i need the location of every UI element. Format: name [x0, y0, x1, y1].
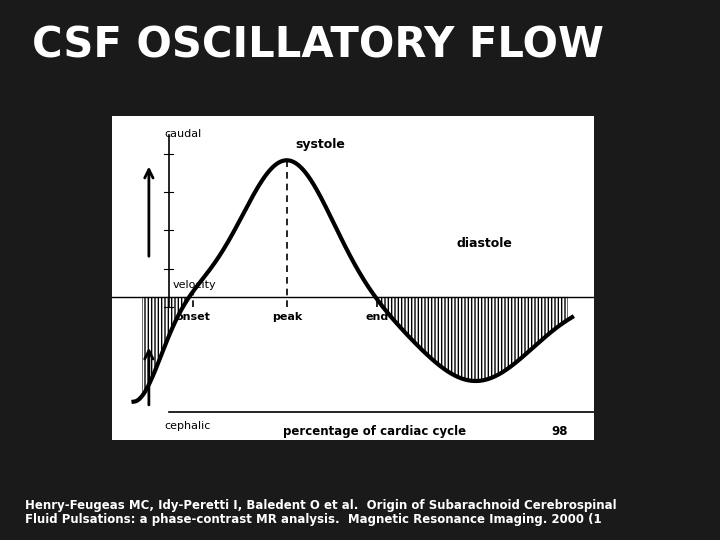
- Text: percentage of cardiac cycle: percentage of cardiac cycle: [283, 425, 467, 438]
- Text: systole: systole: [296, 138, 346, 151]
- Text: velocity: velocity: [173, 280, 217, 289]
- Text: CSF OSCILLATORY FLOW: CSF OSCILLATORY FLOW: [32, 24, 604, 66]
- Text: end: end: [365, 313, 389, 322]
- Text: peak: peak: [272, 313, 302, 322]
- Text: cephalic: cephalic: [164, 421, 211, 431]
- Text: onset: onset: [175, 313, 210, 322]
- Text: Henry-Feugeas MC, Idy-Peretti I, Baledent O et al.  Origin of Subarachnoid Cereb: Henry-Feugeas MC, Idy-Peretti I, Baleden…: [25, 498, 617, 526]
- Text: 98: 98: [552, 425, 567, 438]
- Text: caudal: caudal: [164, 130, 202, 139]
- Text: diastole: diastole: [456, 237, 513, 251]
